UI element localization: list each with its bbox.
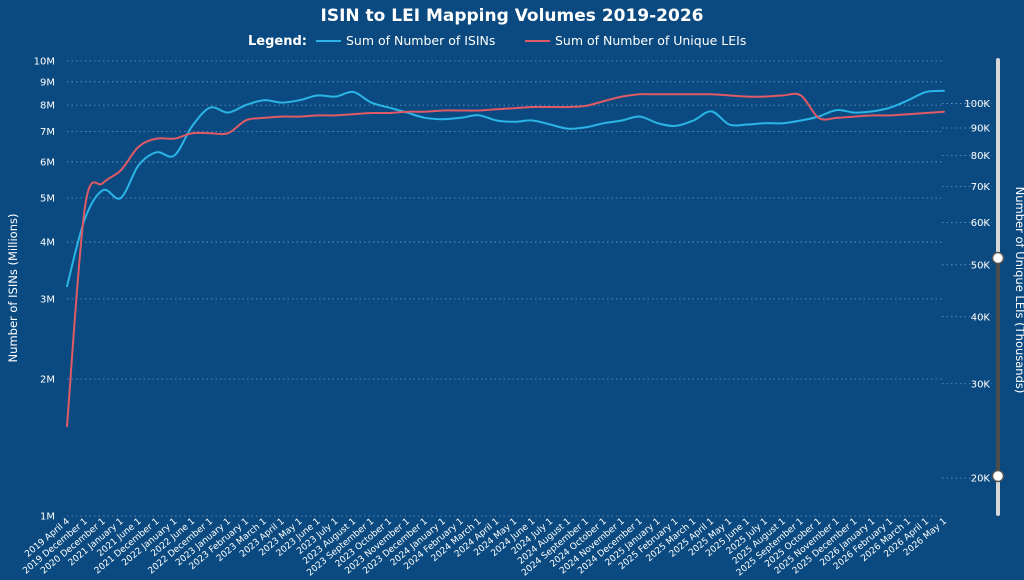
range-slider[interactable] [991,58,1005,516]
chart-title: ISIN to LEI Mapping Volumes 2019-2026 [321,6,704,26]
left-tick-label: 4M [40,238,55,249]
range-slider-handle-bottom[interactable] [991,469,1005,483]
right-tick-label: 90K [971,123,991,134]
left-tick-label: 9M [40,77,55,88]
right-axis-ticks: 20K 30K 40K 50K 60K 70K 80K 90K 100K [964,99,990,485]
right-tick-label: 20K [971,474,991,485]
legend-label-leis: Sum of Number of Unique LEIs [555,33,746,48]
range-slider-handle-top[interactable] [991,251,1005,265]
legend: Legend: Sum of Number of ISINs Sum of Nu… [248,33,746,49]
left-axis-label: Number of ISINs (Millions) [6,214,20,363]
left-tick-label: 1M [40,512,55,523]
series-lines [66,89,945,428]
right-tick-label: 40K [971,312,991,323]
left-axis-ticks: 1M 2M 3M 4M 5M 6M 7M 8M 9M 10M [34,57,55,523]
left-tick-label: 3M [40,294,55,305]
series-line-isins[interactable] [66,89,945,288]
left-tick-label: 2M [40,375,55,386]
right-tick-label: 70K [971,182,991,193]
left-tick-label: 8M [40,101,55,112]
gridlines [67,60,992,517]
legend-label-isins: Sum of Number of ISINs [346,33,495,48]
right-axis-label: Number of Unique LEIs (Thousands) [1013,187,1024,394]
right-tick-label: 80K [971,151,991,162]
left-tick-label: 7M [40,127,55,138]
left-tick-label: 10M [34,57,55,68]
right-tick-label: 50K [971,260,991,271]
right-tick-label: 30K [971,379,991,390]
right-tick-label: 100K [964,99,990,110]
right-tick-label: 60K [971,218,991,229]
left-tick-label: 6M [40,157,55,168]
legend-title: Legend: [248,34,307,49]
left-tick-label: 5M [40,193,55,204]
series-line-leis[interactable] [66,92,945,428]
